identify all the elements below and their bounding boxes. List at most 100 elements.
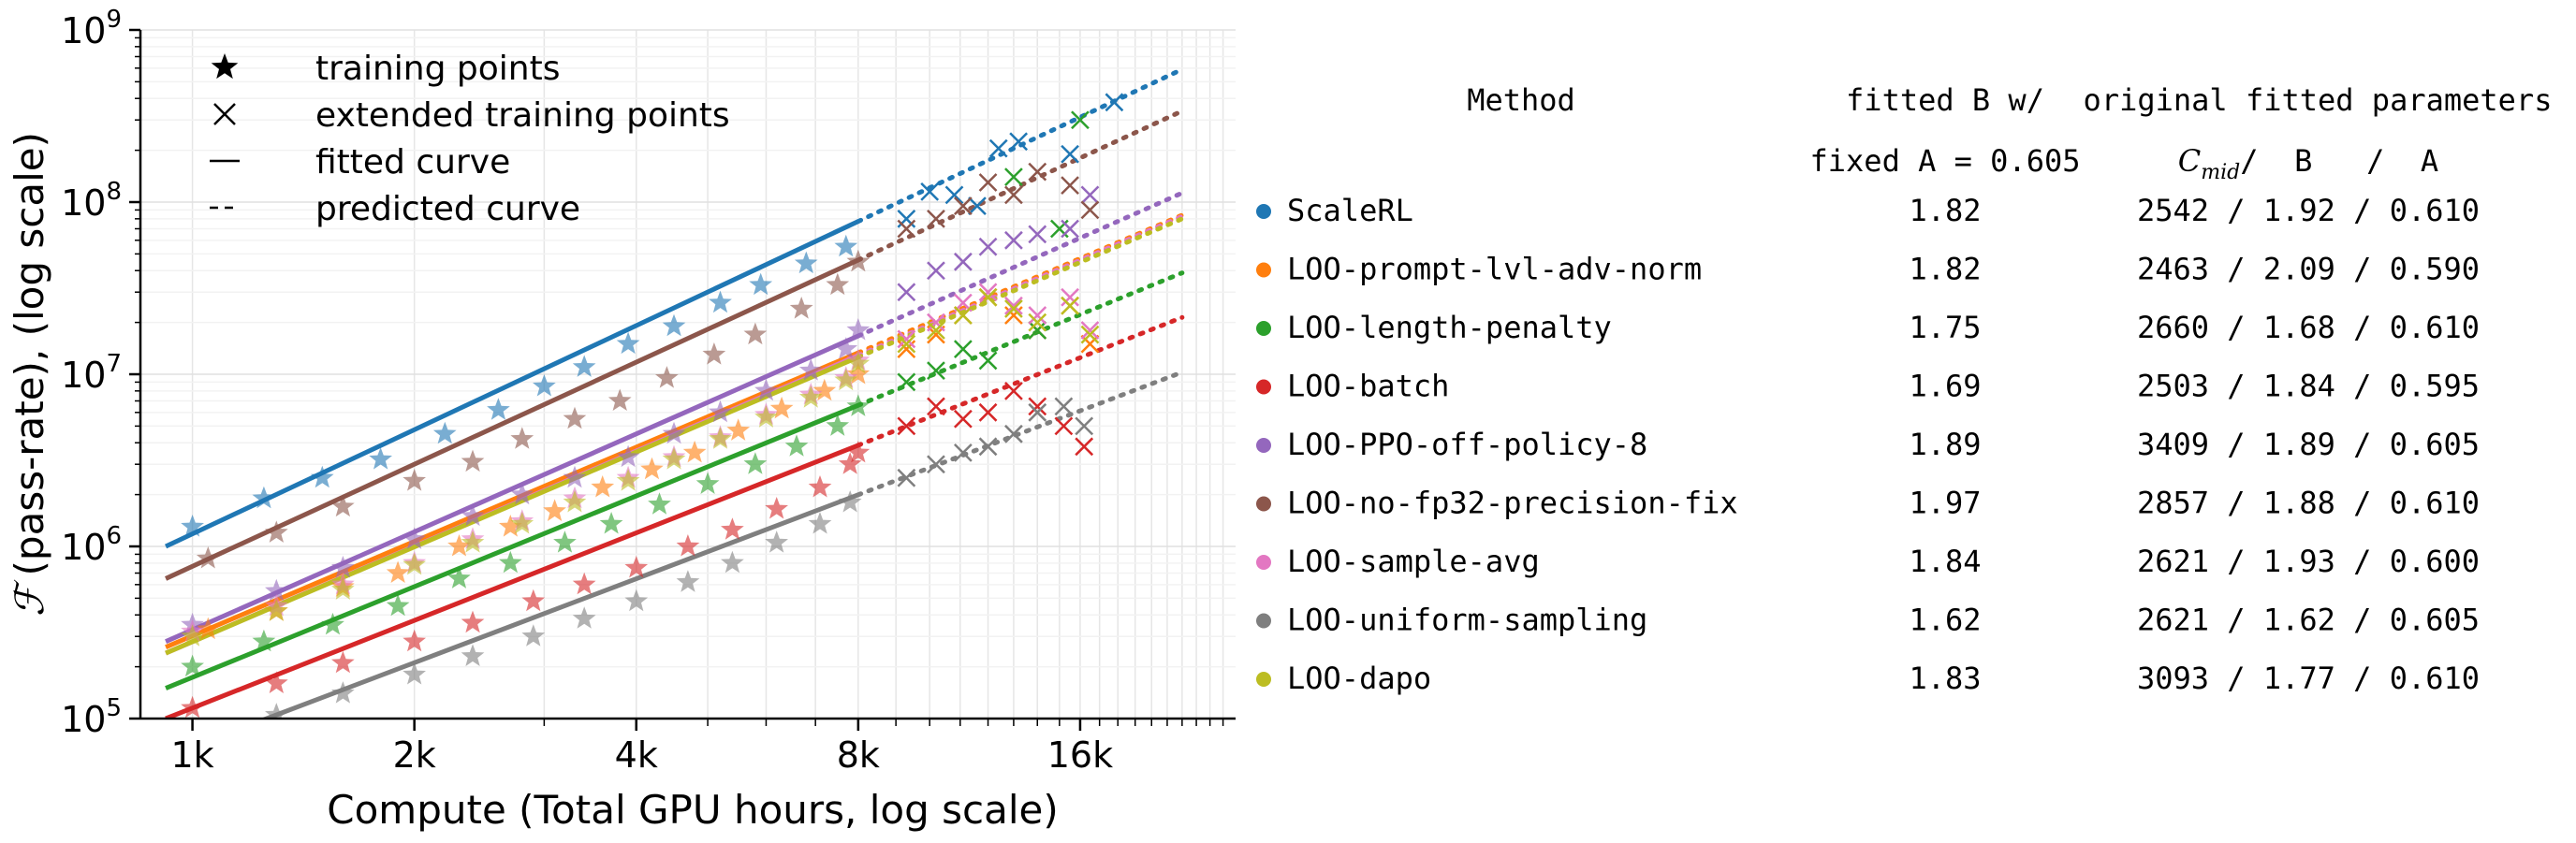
y-tick-label: 105 <box>61 694 122 740</box>
training-point <box>265 599 288 621</box>
training-point <box>676 534 700 557</box>
table-cell-original: 3409 / 1.89 / 0.605 <box>2137 427 2480 462</box>
extended-point <box>1061 144 1079 164</box>
training-point <box>846 440 871 463</box>
training-point <box>265 671 288 693</box>
training-point <box>533 374 556 397</box>
extended-point <box>978 351 998 371</box>
training-point <box>572 606 596 629</box>
extended-point <box>1004 230 1023 250</box>
legend-label: fitted curve <box>315 143 510 182</box>
extended-point <box>953 443 973 462</box>
training-point <box>572 355 596 377</box>
training-point <box>499 515 522 537</box>
tick-layer: 1k 2k 4k 8k 16k 105 106 107 108 109 <box>61 6 1224 776</box>
extended-point <box>1028 321 1047 340</box>
training-point <box>331 494 355 517</box>
table-cell-fixed-b: 1.69 <box>1909 369 1981 404</box>
training-point <box>798 385 823 408</box>
extended-point <box>1080 200 1100 220</box>
training-point <box>461 531 485 553</box>
x-axis-label: Compute (Total GPU hours, log scale) <box>327 787 1058 833</box>
training-point <box>709 400 732 423</box>
table-cell-original: 3093 / 1.77 / 0.610 <box>2137 661 2480 696</box>
training-point <box>662 313 686 337</box>
extended-point <box>988 138 1008 158</box>
table-header-original-1: original fitted parameters <box>2084 82 2553 118</box>
training-point <box>521 589 546 612</box>
training-point <box>331 650 355 674</box>
table-cell-method: ScaleRL <box>1287 193 1413 228</box>
table-row-marker <box>1256 672 1271 687</box>
training-point <box>709 427 732 449</box>
training-point <box>196 617 220 640</box>
training-point <box>607 388 632 411</box>
training-point <box>834 337 858 359</box>
table-row-marker <box>1256 379 1271 395</box>
table-header-method: Method <box>1467 82 1575 118</box>
predicted-curve-LOO-prompt-lvl-adv-norm <box>856 212 1185 356</box>
training-point <box>846 394 871 416</box>
training-point <box>798 358 823 381</box>
training-point <box>624 556 649 578</box>
extended-point <box>927 261 945 281</box>
fitted-curve-ScaleRL <box>165 219 859 549</box>
training-point <box>447 534 471 557</box>
table-cell-fixed-b: 1.82 <box>1909 193 1981 228</box>
extended-point <box>897 334 916 354</box>
table-row-marker <box>1256 555 1271 570</box>
training-point <box>402 469 426 491</box>
extended-point <box>944 185 964 205</box>
y-tick-label: 108 <box>61 178 122 224</box>
extended-point <box>920 182 940 201</box>
predicted-curve-ScaleRL <box>856 66 1185 225</box>
extended-point <box>953 252 973 271</box>
training-point <box>624 589 649 612</box>
x-tick-label: 1k <box>170 734 213 776</box>
table-cell-method: LOO-length-penalty <box>1287 310 1612 345</box>
training-point <box>461 644 485 666</box>
training-point <box>743 322 768 345</box>
training-point <box>765 497 788 519</box>
training-point <box>402 527 426 549</box>
table-cell-method: LOO-prompt-lvl-adv-norm <box>1287 252 1702 287</box>
training-point <box>808 475 832 498</box>
training-point <box>386 593 410 617</box>
extended-point <box>1028 402 1047 422</box>
training-point <box>682 440 707 463</box>
extended-point <box>953 196 973 215</box>
table-cell-original: 2857 / 1.88 / 0.610 <box>2137 486 2480 521</box>
extended-point <box>1080 185 1100 205</box>
training-point <box>846 249 871 272</box>
training-point <box>648 492 671 515</box>
training-point <box>838 452 862 474</box>
training-point <box>252 629 276 652</box>
extended-point <box>897 372 916 392</box>
training-point <box>616 331 640 355</box>
table-cell-method: LOO-PPO-off-policy-8 <box>1287 427 1647 462</box>
training-point <box>461 449 485 472</box>
training-point <box>676 570 700 592</box>
extended-point <box>1075 416 1094 436</box>
extended-point <box>978 173 998 192</box>
table-cell-method: LOO-batch <box>1287 369 1449 404</box>
table-cell-fixed-b: 1.62 <box>1909 603 1981 638</box>
training-point <box>196 546 220 569</box>
training-point <box>543 499 566 521</box>
extended-point <box>927 455 945 474</box>
extended-point <box>1061 296 1079 315</box>
legend-label: predicted curve <box>315 190 580 228</box>
extended-point <box>897 329 916 349</box>
table-header-original-2: Cmid/ B / A <box>2178 143 2438 184</box>
extended-point <box>1004 424 1023 443</box>
extended-point <box>1028 225 1047 244</box>
legend: training points extended training points f… <box>210 50 730 228</box>
point-layer <box>181 93 1124 719</box>
extended-point <box>1075 437 1094 457</box>
table-cell-original: 2660 / 1.68 / 0.610 <box>2137 310 2480 345</box>
training-point <box>572 572 596 595</box>
training-point <box>754 378 778 401</box>
predicted-curve-LOO-PPO-off-policy-8 <box>856 190 1185 339</box>
training-point <box>265 578 288 602</box>
